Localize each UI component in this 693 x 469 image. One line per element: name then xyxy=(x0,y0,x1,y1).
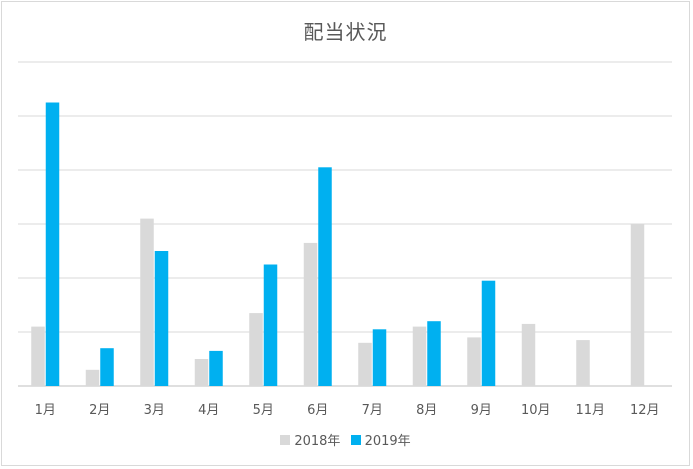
bar-2019年-2月 xyxy=(100,348,114,386)
bar-2019年-7月 xyxy=(372,329,387,386)
x-tick-label: 3月 xyxy=(144,403,165,418)
chart-title: 配当状況 xyxy=(303,20,388,44)
legend-swatch-2018 xyxy=(280,434,291,445)
legend-label-2018: 2018年 xyxy=(294,434,341,449)
bar-2019年-6月 xyxy=(318,167,332,386)
bar-2018年-8月 xyxy=(412,326,427,386)
legend-item-2018: 2018年 xyxy=(280,430,340,449)
bar-2018年-11月 xyxy=(576,340,590,386)
gridlines xyxy=(18,61,672,387)
bar-2019年-5月 xyxy=(263,264,278,386)
bar-2018年-3月 xyxy=(140,218,154,386)
x-tick-label: 6月 xyxy=(307,403,328,418)
bar-2018年-7月 xyxy=(358,342,372,386)
x-tick-label: 7月 xyxy=(362,403,383,418)
x-tick-label: 10月 xyxy=(521,403,551,418)
x-tick-label: 4月 xyxy=(198,403,219,418)
x-tick-label: 11月 xyxy=(575,403,605,418)
x-tick-label: 1月 xyxy=(35,403,56,418)
bar-2019年-4月 xyxy=(209,350,223,386)
bar-2019年-1月 xyxy=(45,102,60,386)
bars xyxy=(31,102,645,386)
bar-2019年-8月 xyxy=(427,321,441,386)
legend-item-2019: 2019年 xyxy=(350,430,411,449)
bar-2018年-1月 xyxy=(31,326,45,386)
bar-2018年-2月 xyxy=(85,369,100,386)
bar-2018年-12月 xyxy=(630,224,645,386)
x-tick-labels: 1月 2月 3月 4月 5月 6月 7月 8月 9月 10月 11月 12月 xyxy=(35,403,660,418)
x-tick-label: 9月 xyxy=(471,403,492,418)
legend-swatch-2019 xyxy=(350,434,361,445)
bar-2018年-9月 xyxy=(467,337,481,386)
bar-2018年-4月 xyxy=(194,359,209,386)
x-tick-label: 5月 xyxy=(253,403,274,418)
x-tick-label: 8月 xyxy=(416,403,437,418)
legend: 2018年 2019年 xyxy=(0,430,691,449)
bar-2018年-5月 xyxy=(249,313,263,386)
bar-2019年-9月 xyxy=(481,280,496,386)
x-tick-label: 12月 xyxy=(630,403,660,418)
bar-2018年-6月 xyxy=(303,242,318,386)
legend-label-2019: 2019年 xyxy=(364,434,411,449)
bar-2019年-3月 xyxy=(154,251,169,386)
bar-2018年-10月 xyxy=(521,323,536,386)
x-tick-label: 2月 xyxy=(89,403,110,418)
